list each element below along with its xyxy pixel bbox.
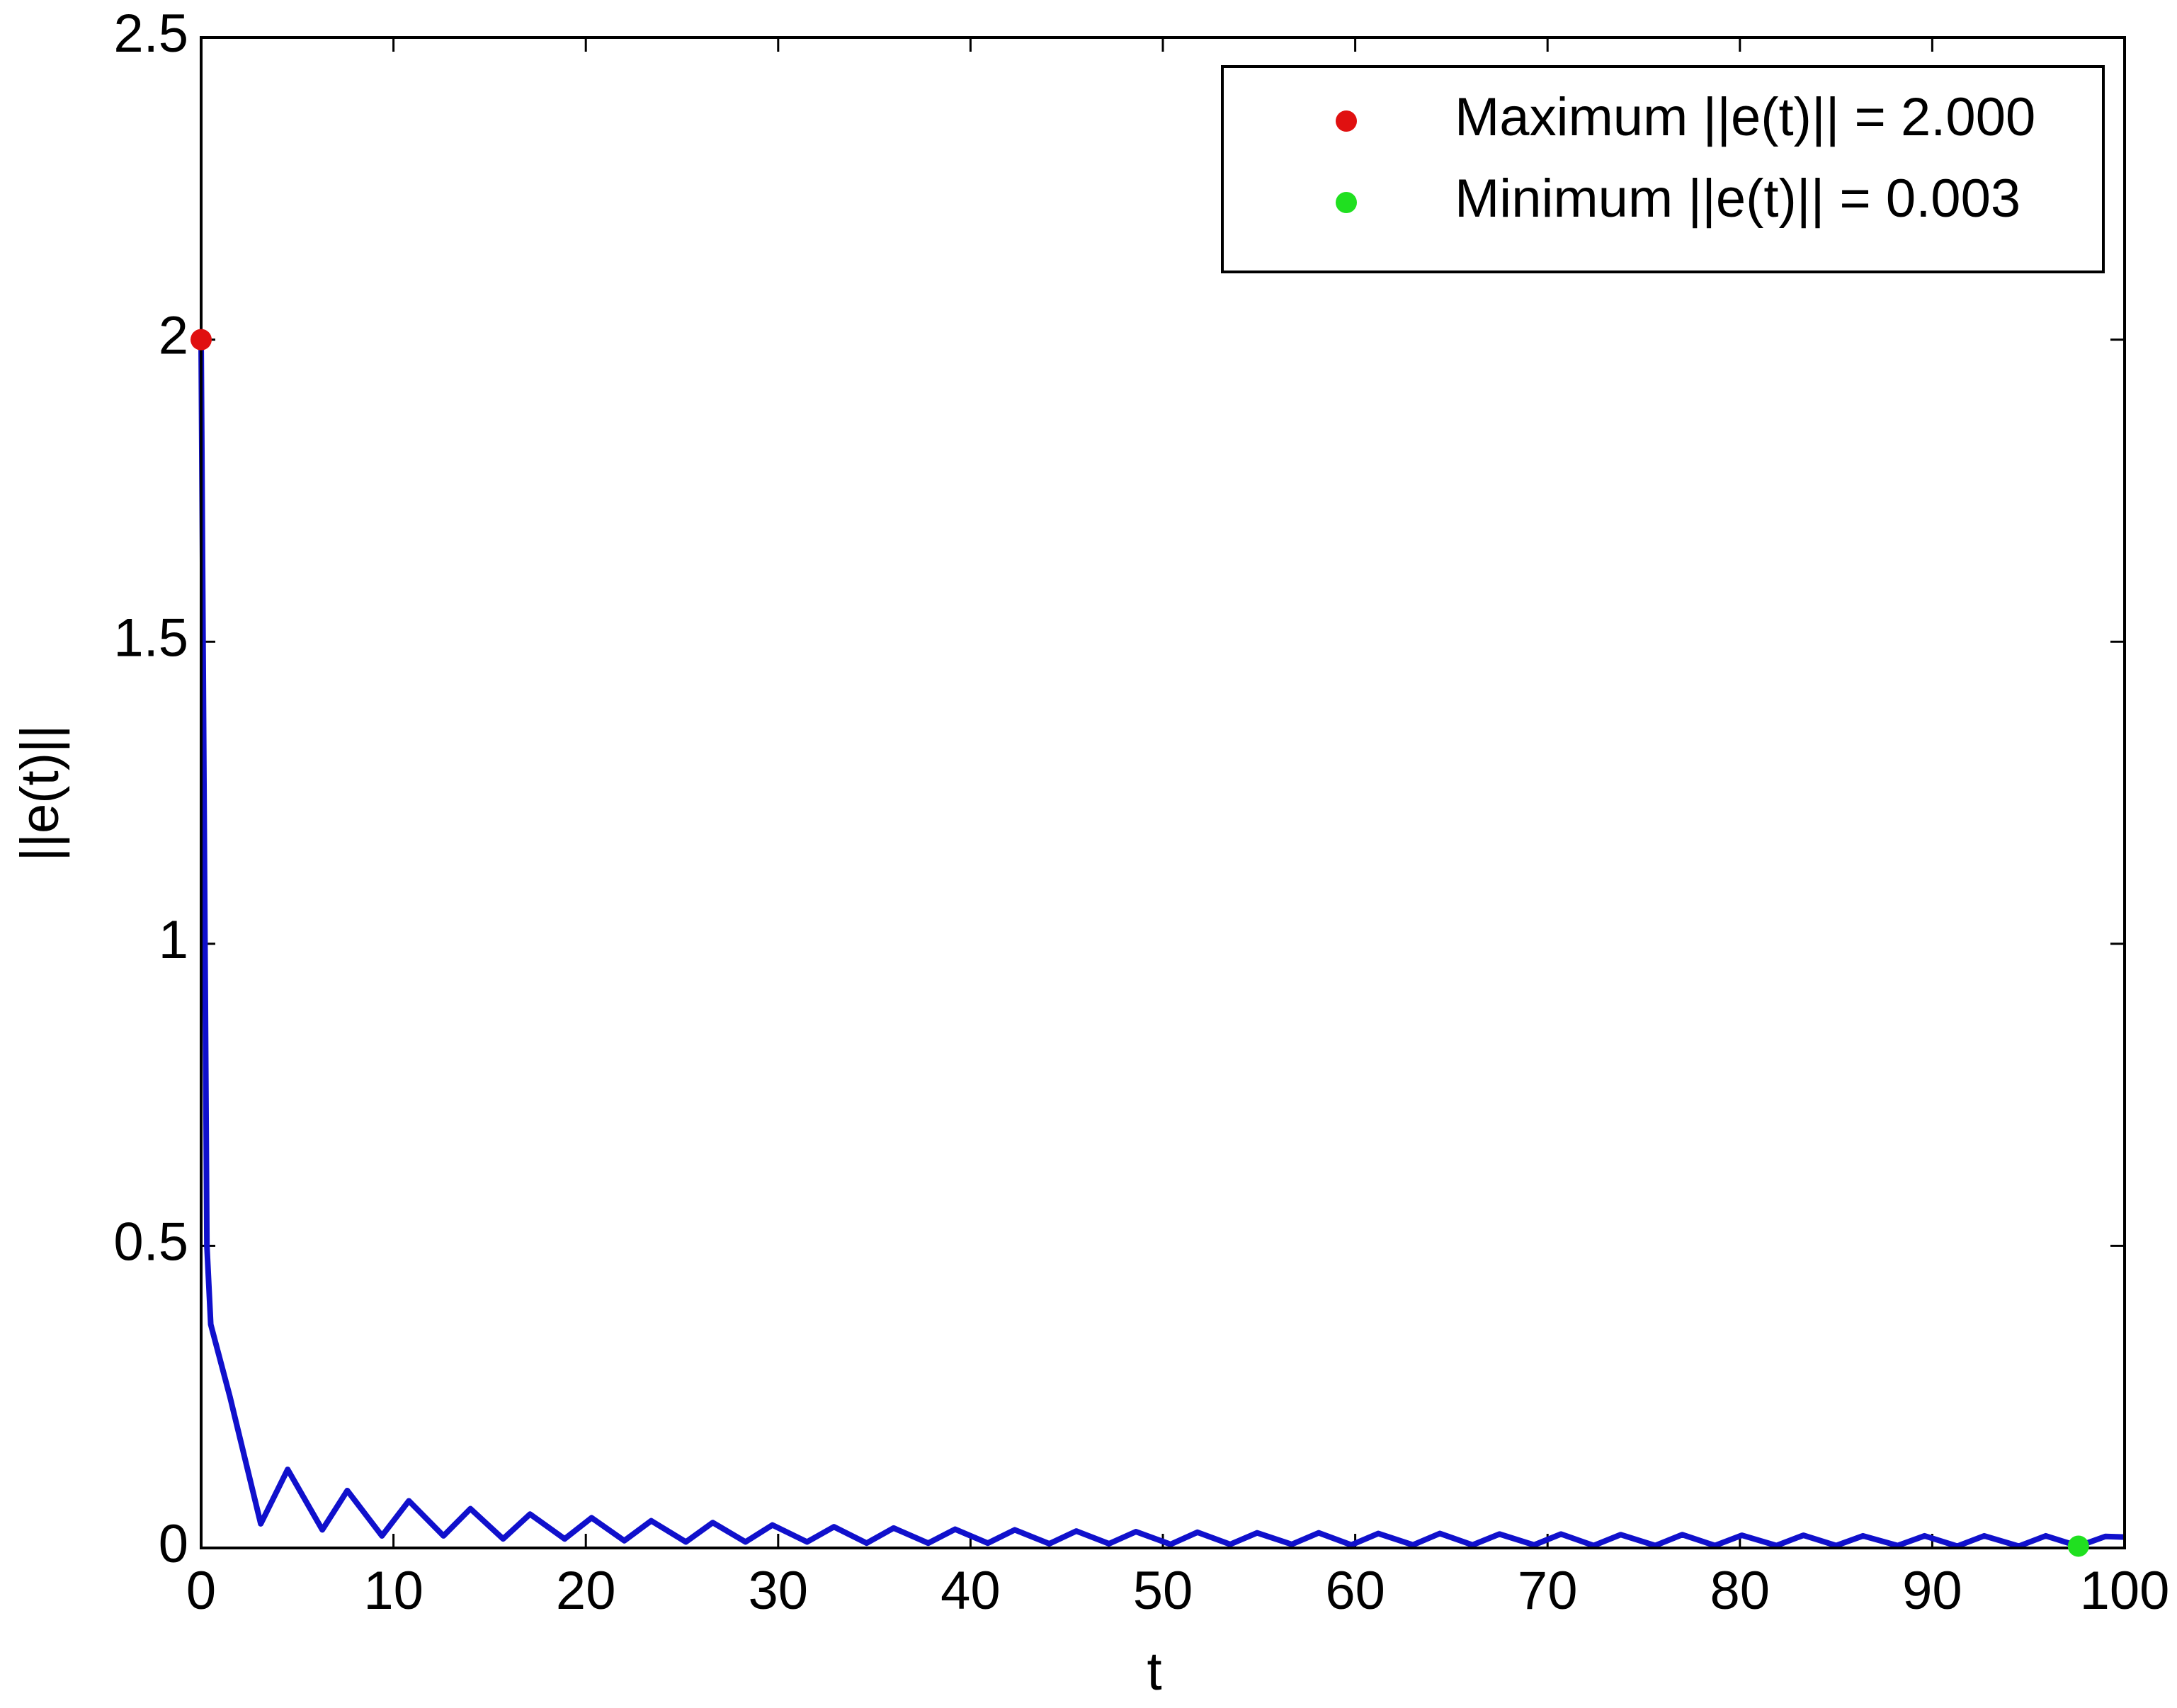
y-tick-label: 2 bbox=[159, 306, 188, 366]
point-marker bbox=[191, 329, 212, 351]
y-axis-label: ||e(t)|| bbox=[10, 725, 70, 862]
x-axis-label: t bbox=[1147, 1641, 1161, 1702]
x-tick-label: 30 bbox=[749, 1561, 809, 1621]
x-tick-label: 100 bbox=[2080, 1561, 2170, 1621]
x-tick-label: 20 bbox=[556, 1561, 616, 1621]
legend-marker bbox=[1336, 192, 1357, 213]
legend-label: Minimum ||e(t)|| = 0.003 bbox=[1455, 169, 2020, 229]
line bbox=[198, 339, 2125, 1549]
x-tick-label: 70 bbox=[1518, 1561, 1578, 1621]
legend-label: Maximum ||e(t)|| = 2.000 bbox=[1455, 87, 2035, 147]
x-tick-label: 80 bbox=[1710, 1561, 1770, 1621]
legend-box bbox=[1221, 65, 2105, 273]
x-tick-label: 50 bbox=[1133, 1561, 1193, 1621]
point-marker bbox=[2067, 1535, 2089, 1557]
y-tick-label: 0 bbox=[159, 1514, 188, 1574]
x-tick-label: 10 bbox=[363, 1561, 424, 1621]
x-tick-label: 90 bbox=[1902, 1561, 1962, 1621]
y-tick-label: 0.5 bbox=[113, 1212, 188, 1272]
y-tick-label: 2.5 bbox=[113, 4, 188, 64]
plot-frame bbox=[200, 36, 2126, 1549]
x-tick-label: 0 bbox=[186, 1561, 216, 1621]
y-tick-label: 1 bbox=[159, 910, 188, 970]
x-tick-label: 60 bbox=[1325, 1561, 1385, 1621]
legend-marker bbox=[1336, 110, 1357, 132]
x-tick-label: 40 bbox=[940, 1561, 1001, 1621]
y-tick-label: 1.5 bbox=[113, 608, 188, 668]
